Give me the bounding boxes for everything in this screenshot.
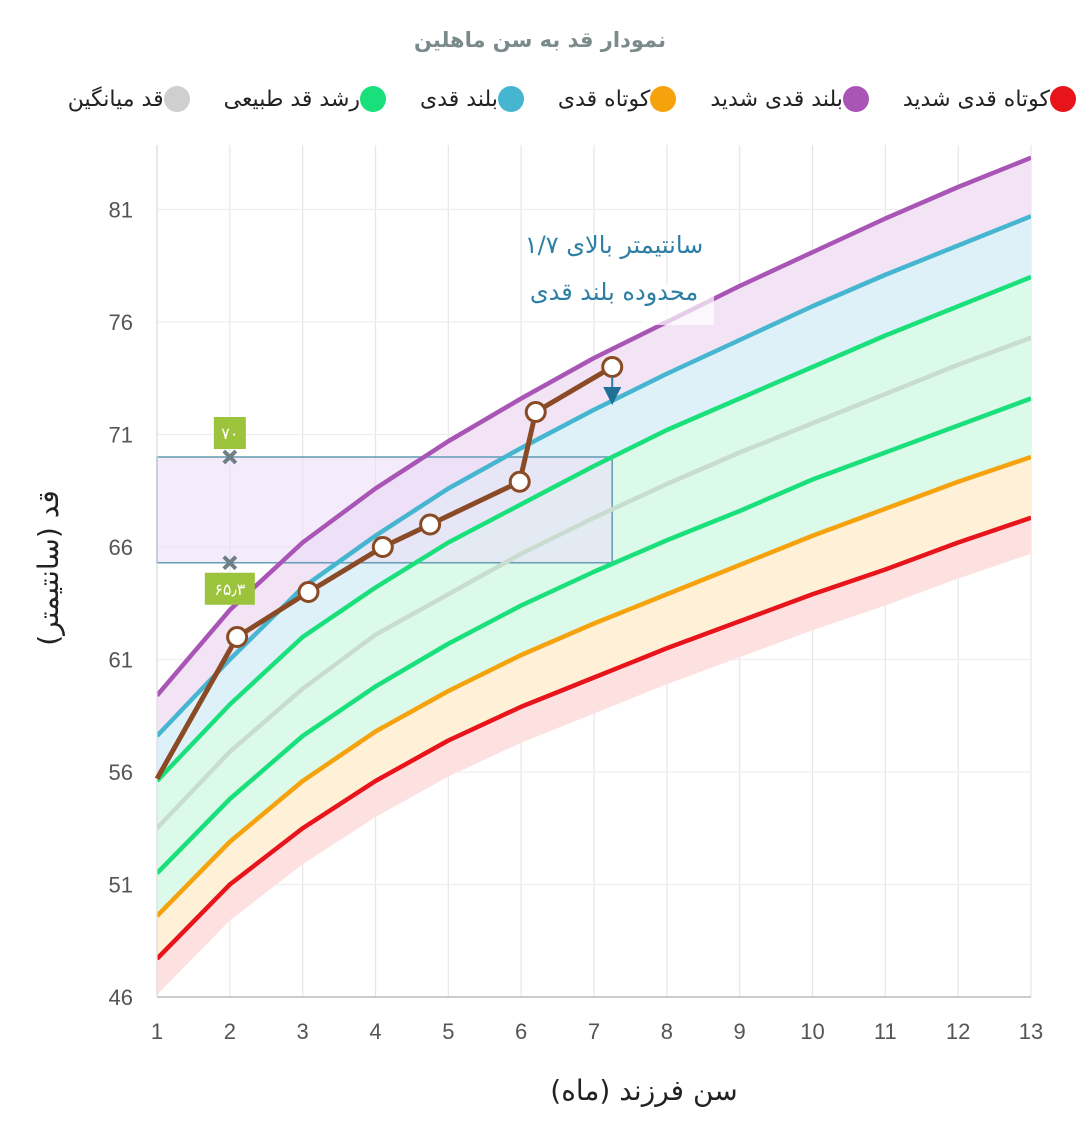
y-tick-label: 71 (109, 423, 133, 448)
y-tick-label: 46 (109, 985, 133, 1010)
legend-label: کوتاه قدی شدید (902, 86, 1050, 112)
range-marker-badge (204, 572, 255, 605)
y-tick-label: 81 (109, 198, 133, 223)
x-tick-label: 2 (224, 1019, 236, 1044)
band-lowest (157, 517, 1031, 995)
x-tick-label: 7 (588, 1019, 600, 1044)
chart-title: نمودار قد به سن ماهلین (414, 28, 666, 52)
x-tick-label: 6 (515, 1019, 527, 1044)
legend: کوتاه قدی شدید بلند قدی شدید کوتاه قدی بلند… (0, 86, 1080, 130)
series-lines (157, 155, 1031, 961)
annotation-arrow-head (603, 387, 622, 405)
legend-dot-icon (650, 86, 677, 112)
legend-dot-icon (1050, 86, 1076, 112)
band-6 (157, 157, 1031, 736)
legend-label: قد میانگین (67, 86, 164, 112)
child-height-point (371, 536, 394, 558)
range-marker-label: ۶۵٫۳ (214, 580, 245, 599)
legend-item[interactable]: قد میانگین (68, 86, 198, 112)
range-marker: ۶۵٫۳ (204, 555, 255, 605)
series-line-6 (157, 155, 1031, 697)
series-line-4 (157, 274, 1031, 783)
x-tick-label: 3 (297, 1019, 309, 1044)
legend-item[interactable]: کوتاه قدی شدید (903, 86, 1080, 112)
x-tick-label: 11 (874, 1019, 897, 1044)
range-marker-x (222, 449, 238, 465)
child-height-line (154, 364, 614, 780)
child-height-point (524, 401, 547, 423)
x-tick-label: 13 (1019, 1019, 1043, 1044)
band-5 (157, 216, 1031, 781)
range-marker-label: ۷۰ (221, 424, 238, 443)
legend-item[interactable]: کوتاه قدی (558, 86, 684, 112)
range-marker-x (222, 555, 238, 571)
series-line-0 (157, 515, 1031, 961)
legend-item[interactable]: رشد قد طبیعی (224, 86, 394, 112)
legend-dot-icon (163, 86, 190, 112)
child-height-point (601, 356, 624, 378)
bands (157, 157, 1031, 995)
annotation-bg (642, 283, 714, 325)
annotation: ۱/۷ سانتیمتر بالای محدوده بلند قدی (525, 231, 714, 405)
legend-label: بلند قدی شدید (710, 86, 843, 112)
series-line-2 (157, 396, 1031, 875)
legend-item[interactable]: بلند قدی شدید (710, 86, 877, 112)
range-marker-badge (213, 417, 246, 449)
band-2 (157, 398, 1031, 916)
y-tick-label: 66 (109, 535, 133, 560)
legend-dot-icon (497, 86, 524, 112)
annotation-line1: ۱/۷ سانتیمتر بالای (525, 231, 704, 259)
legend-label: کوتاه قدی (557, 86, 651, 112)
x-tick-label: 5 (442, 1019, 454, 1044)
band-4 (157, 277, 1031, 829)
x-tick-label: 10 (800, 1019, 824, 1044)
annotation-line2: محدوده بلند قدی (530, 278, 698, 306)
y-tick-label: 61 (109, 648, 133, 673)
legend-label: بلند قدی (420, 86, 498, 112)
x-tick-label: 8 (661, 1019, 673, 1044)
child-height-point (508, 470, 531, 493)
x-tick-label: 9 (734, 1019, 746, 1044)
legend-row: کوتاه قدی شدید بلند قدی شدید کوتاه قدی بلند… (42, 86, 1080, 112)
band-1 (157, 457, 1031, 959)
x-tick-label: 1 (151, 1019, 163, 1044)
legend-item[interactable]: بلند قدی (420, 86, 532, 112)
y-tick-label: 51 (109, 873, 133, 898)
child-height-point (297, 581, 320, 603)
legend-dot-icon (360, 86, 387, 112)
child-height-point (419, 513, 442, 536)
band-3 (157, 337, 1031, 874)
x-tick-label: 12 (946, 1019, 970, 1044)
x-tick-label: 4 (369, 1019, 381, 1044)
legend-dot-icon (842, 86, 869, 112)
y-tick-label: 56 (109, 760, 133, 785)
child-height-point (226, 626, 249, 648)
y-axis-title: قد (سانتیمتر) (32, 490, 65, 646)
series-line-1 (157, 454, 1031, 918)
x-axis-title: سن فرزند (ماه) (550, 1074, 737, 1107)
series-line-3 (157, 335, 1031, 830)
y-tick-label: 76 (109, 310, 133, 335)
range-marker: ۷۰ (213, 417, 246, 465)
legend-label: رشد قد طبیعی (223, 86, 361, 112)
